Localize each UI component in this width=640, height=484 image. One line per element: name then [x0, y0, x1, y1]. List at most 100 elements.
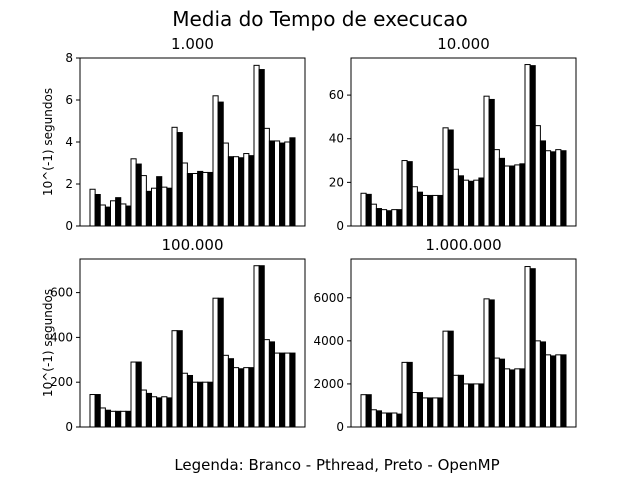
bar-pthread-17	[253, 64, 260, 227]
y-tick-label: 2000	[313, 377, 344, 391]
bar-openmp-9	[447, 129, 454, 227]
bar-openmp-3	[115, 197, 122, 227]
bar-pthread-2	[99, 204, 106, 227]
bar-openmp-11	[468, 383, 475, 428]
subplot-2: 0 20 40 60 10.000	[329, 35, 577, 233]
bar-pthread-13	[212, 95, 219, 227]
y-axis-label: 10^(-1) segundos	[41, 88, 55, 196]
bar-pthread-9	[442, 127, 449, 227]
axes-frame	[350, 57, 577, 227]
bar-pthread-10	[452, 168, 459, 227]
bar-pthread-11	[192, 173, 199, 227]
bar-pthread-3	[381, 412, 388, 428]
bar-openmp-1	[365, 193, 372, 227]
bar-openmp-2	[104, 206, 112, 227]
bar-openmp-14	[498, 157, 506, 227]
bar-pthread-4	[391, 412, 398, 428]
bar-openmp-17	[529, 65, 536, 227]
bar-openmp-14	[227, 156, 235, 227]
bar-openmp-15	[238, 157, 245, 227]
bar-openmp-12	[478, 177, 485, 227]
bar-pthread-5	[130, 361, 137, 428]
subplot-3: 0 200 400 600 100.000 10^(-1) segundos	[41, 236, 306, 434]
bar-openmp-4	[125, 205, 132, 227]
bar-openmp-14	[498, 358, 506, 428]
y-tick-label: 6000	[313, 291, 344, 305]
bar-openmp-10	[186, 374, 194, 428]
bar-pthread-4	[391, 209, 398, 227]
bar-openmp-20	[560, 150, 567, 227]
bar-pthread-18	[263, 127, 270, 227]
bar-openmp-18	[539, 140, 547, 227]
y-tick-label: 0	[336, 420, 344, 434]
bar-pthread-11	[463, 383, 470, 428]
bar-openmp-1	[94, 194, 101, 227]
bar-openmp-12	[478, 383, 485, 428]
legend-caption: Legenda: Branco - Pthread, Preto - OpenM…	[174, 456, 499, 474]
bar-pthread-4	[120, 410, 127, 428]
bar-pthread-14	[222, 142, 229, 227]
bar-openmp-20	[560, 354, 567, 428]
axes-frame	[350, 258, 577, 428]
bar-pthread-18	[534, 340, 541, 428]
bar-openmp-7	[427, 397, 434, 428]
bar-openmp-11	[468, 180, 475, 227]
bar-openmp-7	[156, 397, 163, 428]
bar-pthread-17	[524, 266, 531, 428]
bar-pthread-17	[253, 265, 260, 428]
bar-pthread-4	[120, 203, 127, 227]
bar-pthread-8	[161, 186, 168, 227]
bar-openmp-11	[197, 170, 204, 227]
bar-openmp-18	[268, 341, 276, 428]
bar-openmp-16	[519, 163, 526, 227]
bar-pthread-6	[140, 389, 147, 428]
bar-pthread-10	[452, 374, 459, 428]
bar-pthread-13	[483, 95, 490, 227]
bar-pthread-20	[284, 352, 291, 428]
bar-openmp-10	[457, 374, 465, 428]
y-tick-label: 4000	[313, 334, 344, 348]
bar-openmp-19	[279, 352, 286, 428]
bar-pthread-14	[493, 149, 500, 227]
bar-pthread-16	[514, 368, 521, 428]
bar-openmp-13	[217, 297, 224, 428]
bar-pthread-19	[274, 352, 281, 428]
bar-openmp-8	[437, 194, 444, 227]
bar-openmp-3	[386, 210, 393, 227]
y-tick-label: 4	[65, 135, 73, 149]
bar-openmp-13	[217, 101, 224, 227]
bar-openmp-9	[176, 132, 183, 227]
bar-openmp-18	[539, 341, 547, 428]
y-tick-label: 20	[329, 175, 344, 189]
bar-openmp-15	[238, 368, 245, 428]
bar-pthread-11	[463, 179, 470, 227]
bar-openmp-20	[289, 137, 296, 227]
bar-openmp-17	[529, 268, 536, 428]
bar-pthread-16	[243, 367, 250, 428]
bar-pthread-12	[473, 383, 480, 428]
bar-pthread-15	[233, 367, 240, 428]
subplot-title: 1.000	[171, 35, 214, 53]
bar-openmp-6	[416, 191, 424, 227]
bar-openmp-6	[145, 190, 153, 227]
bar-pthread-10	[181, 162, 188, 227]
y-tick-label: 400	[50, 330, 73, 344]
bar-pthread-8	[161, 396, 168, 428]
bar-pthread-6	[411, 392, 418, 428]
bar-pthread-5	[130, 158, 137, 227]
bar-pthread-7	[151, 396, 158, 428]
bar-openmp-17	[258, 265, 265, 428]
bar-openmp-8	[166, 397, 173, 428]
bar-openmp-9	[176, 330, 183, 428]
bar-pthread-12	[202, 381, 209, 428]
bar-openmp-2	[375, 208, 383, 227]
bar-openmp-16	[248, 155, 255, 227]
bar-openmp-3	[115, 410, 122, 428]
bar-openmp-3	[386, 412, 393, 428]
bar-pthread-6	[411, 186, 418, 227]
subplot-4: 0 2000 4000 6000 1.000.000	[313, 236, 577, 434]
bar-pthread-7	[151, 187, 158, 227]
bar-pthread-5	[401, 361, 408, 428]
y-tick-label: 200	[50, 375, 73, 389]
